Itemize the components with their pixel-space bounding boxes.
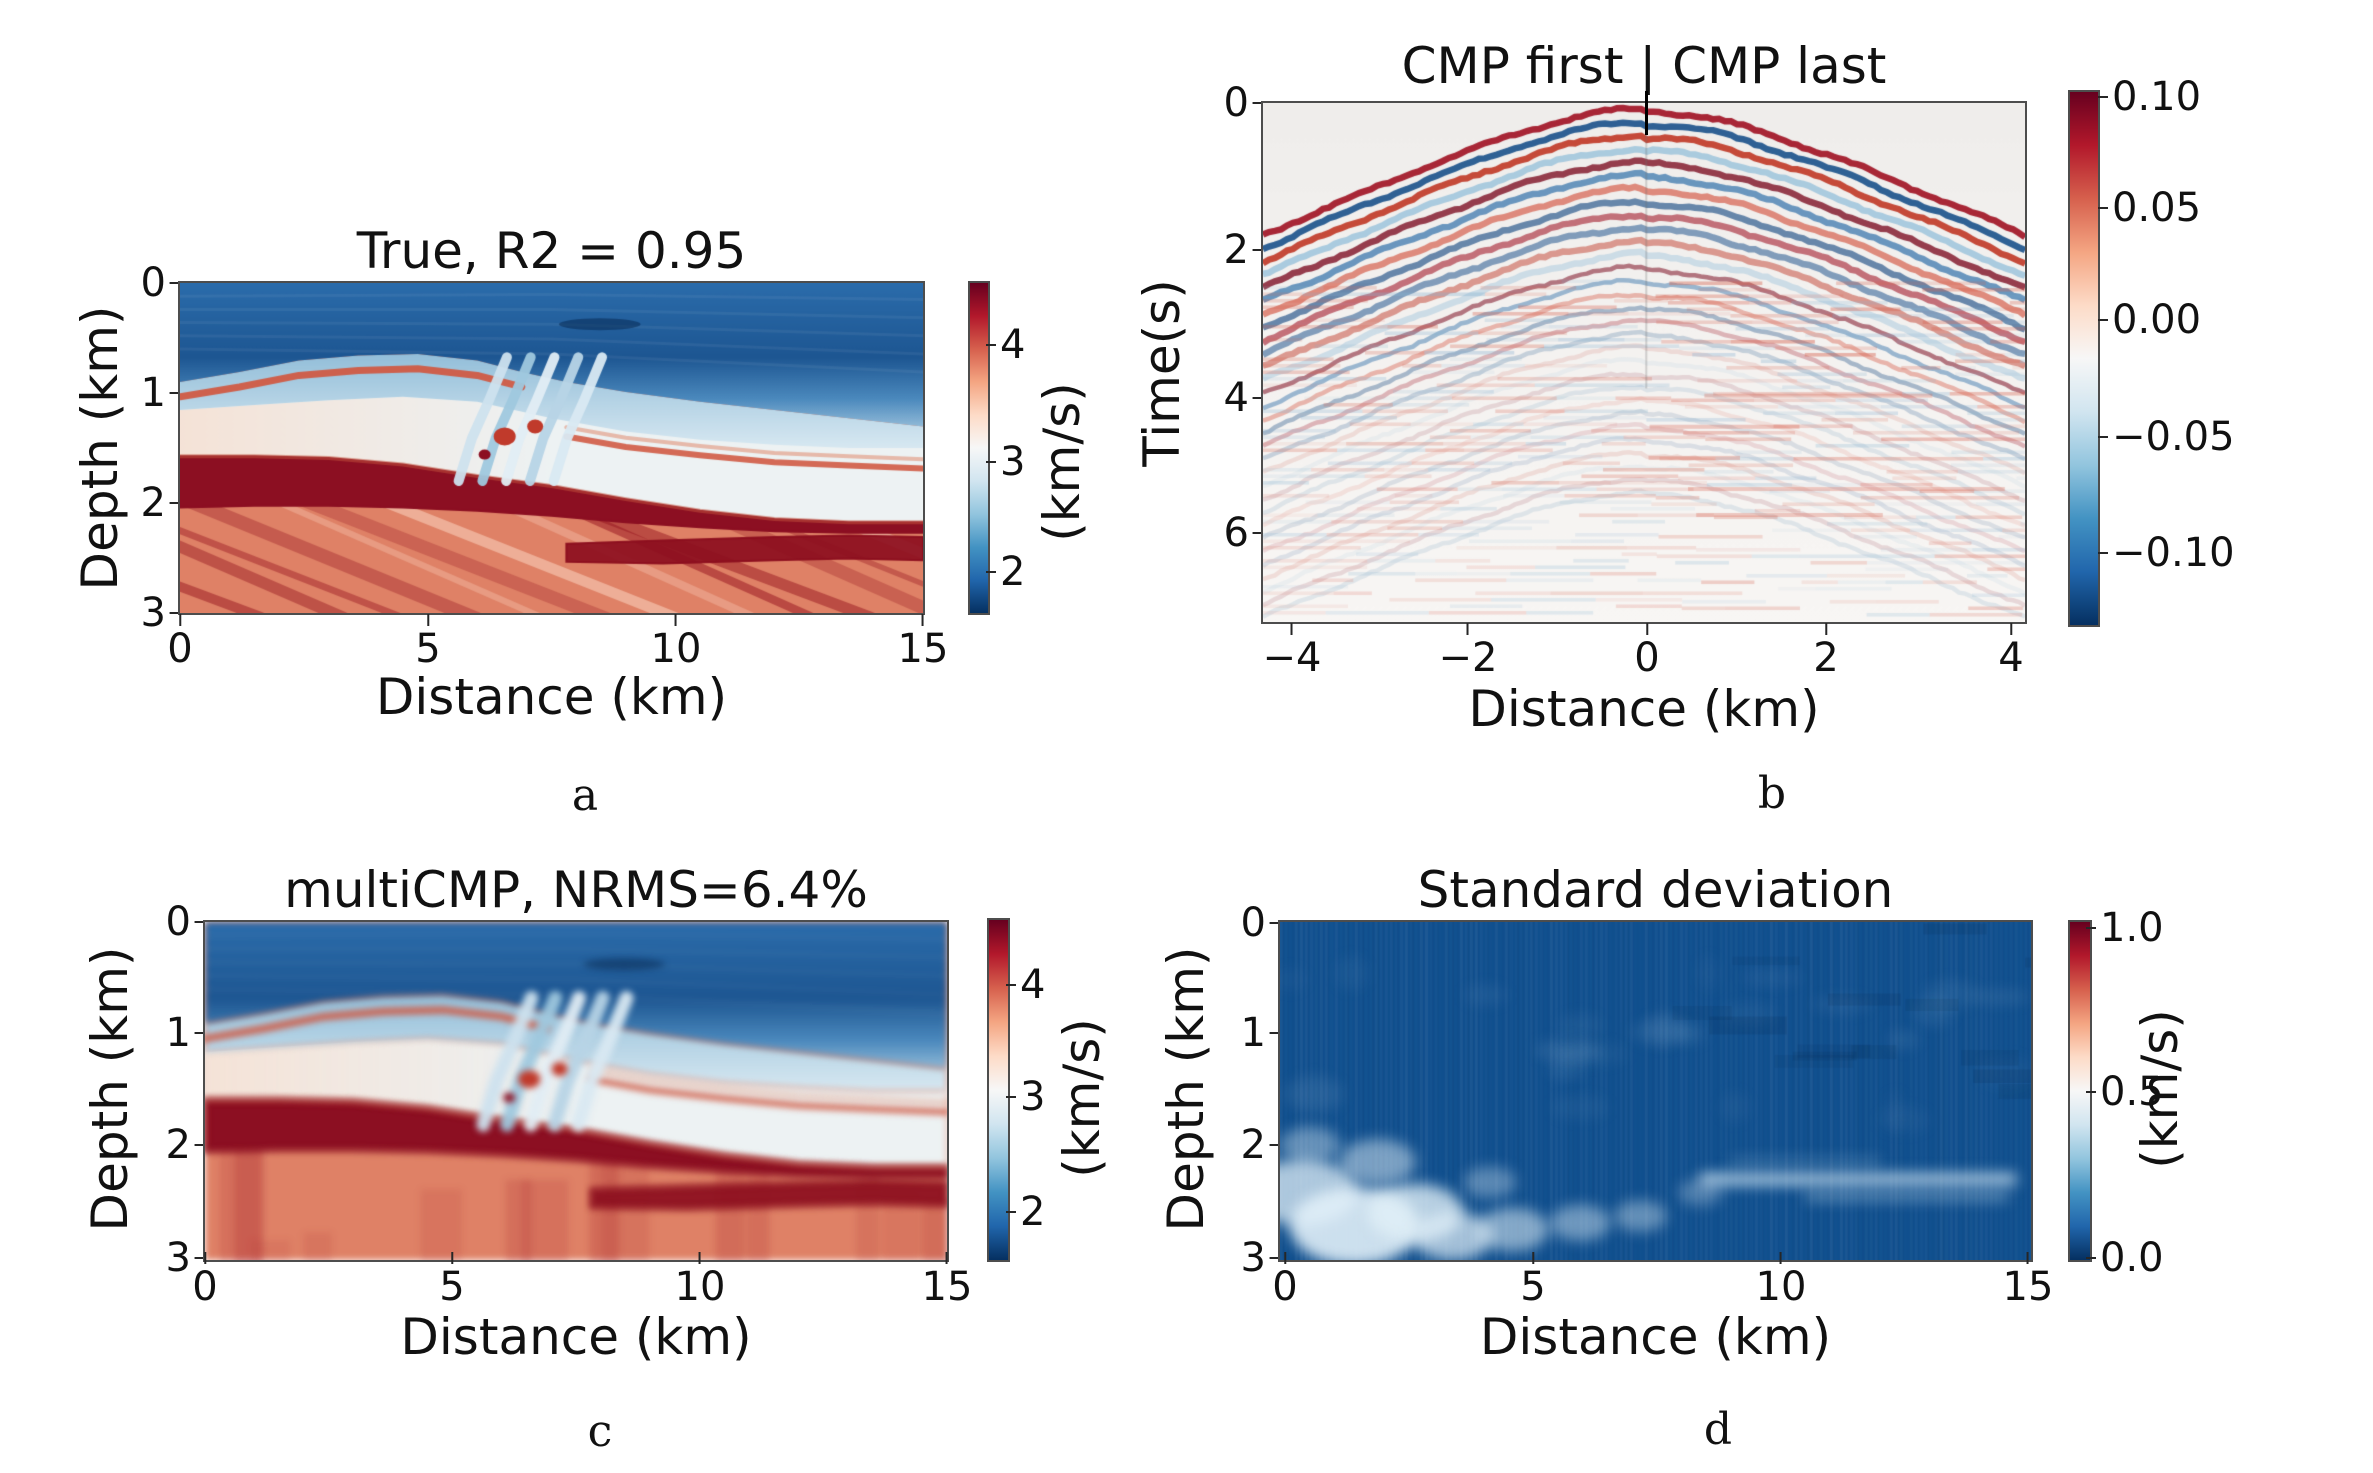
caption-c: c <box>587 1406 613 1457</box>
panel-b-y-axis-label: Time(s) <box>1133 279 1191 467</box>
panel-d-xtick-1: 5 <box>1520 1252 1546 1310</box>
panel-a-ytick-2: 2 <box>140 480 182 526</box>
panel-b-ytick-0: 0 <box>1223 80 1265 126</box>
panel-c-ytick-0: 0 <box>165 899 207 945</box>
panel-b-colorbar-tick-2: 0.00 <box>2097 297 2202 343</box>
caption-b: b <box>1757 768 1787 819</box>
panel-b-xtick-3: 2 <box>1813 623 1839 681</box>
panel-a-colorbar-label: (km/s) <box>1033 382 1091 542</box>
cmp-divider-line <box>1645 91 1648 135</box>
panel-a-title: True, R2 = 0.95 <box>356 222 747 280</box>
panel-d-title: Standard deviation <box>1417 861 1894 919</box>
panel-d-colorbar-tick-1: 0.5 <box>2086 1069 2164 1115</box>
panel-a-plot <box>178 281 925 615</box>
panel-d-heatmap-canvas <box>1280 922 2031 1260</box>
panel-c-colorbar-tick-0: 4 <box>1005 962 1046 1008</box>
panel-d-xtick-0: 0 <box>1272 1252 1298 1310</box>
panel-b-xtick-0: −4 <box>1262 623 1322 681</box>
panel-a-x-axis-label: Distance (km) <box>375 668 728 726</box>
panel-a-ytick-3: 3 <box>140 590 182 636</box>
panel-d-xtick-2: 10 <box>1755 1252 1807 1310</box>
panel-c-ytick-1: 1 <box>165 1010 207 1056</box>
panel-b-ytick-2: 4 <box>1223 375 1265 421</box>
panel-d-ytick-2: 2 <box>1240 1122 1282 1168</box>
caption-d: d <box>1703 1404 1733 1455</box>
panel-b-title: CMP first | CMP last <box>1401 37 1887 95</box>
panel-a-y-axis-label: Depth (km) <box>71 305 129 591</box>
panel-c-colorbar-label: (km/s) <box>1053 1018 1111 1178</box>
panel-b-plot <box>1261 101 2027 624</box>
panel-b-xtick-4: 4 <box>1998 623 2024 681</box>
panel-c-xtick-0: 0 <box>192 1252 218 1310</box>
panel-c-colorbar <box>987 918 1010 1262</box>
panel-c-plot <box>203 920 949 1262</box>
panel-d-colorbar-label: (km/s) <box>2131 1009 2189 1169</box>
panel-d-colorbar-tick-2: 0.0 <box>2086 1235 2164 1281</box>
panel-c-ytick-3: 3 <box>165 1235 207 1281</box>
panel-b-x-axis-label: Distance (km) <box>1468 680 1820 738</box>
panel-b-colorbar <box>2068 90 2100 627</box>
panel-b-colorbar-tick-1: 0.05 <box>2097 185 2202 231</box>
panel-d-y-axis-label: Depth (km) <box>1157 946 1215 1232</box>
panel-c-x-axis-label: Distance (km) <box>400 1308 752 1366</box>
panel-a-ytick-0: 0 <box>140 260 182 306</box>
panel-a-xtick-2: 10 <box>650 614 702 672</box>
panel-b-colorbar-tick-4: −0.10 <box>2098 530 2235 576</box>
panel-a-ytick-1: 1 <box>140 370 182 416</box>
panel-a-colorbar-tick-2: 2 <box>985 549 1026 595</box>
panel-b-colorbar-tick-3: −0.05 <box>2098 414 2235 460</box>
panel-d-x-axis-label: Distance (km) <box>1479 1308 1832 1366</box>
caption-a: a <box>571 770 599 821</box>
panel-b-gather-canvas <box>1263 103 2025 622</box>
panel-b-ytick-3: 6 <box>1223 510 1265 556</box>
panel-d-ytick-3: 3 <box>1240 1235 1282 1281</box>
panel-b-xtick-1: −2 <box>1438 623 1498 681</box>
panel-d-ytick-0: 0 <box>1240 900 1282 946</box>
panel-c-ytick-2: 2 <box>165 1122 207 1168</box>
panel-a-heatmap-canvas <box>180 283 923 613</box>
panel-c-y-axis-label: Depth (km) <box>81 946 139 1232</box>
panel-c-colorbar-tick-1: 3 <box>1005 1074 1046 1120</box>
panel-c-xtick-3: 15 <box>921 1252 973 1310</box>
panel-d-plot <box>1278 920 2033 1262</box>
panel-b-xtick-2: 0 <box>1634 623 1660 681</box>
panel-a-xtick-3: 15 <box>897 614 949 672</box>
panel-a-colorbar-tick-1: 3 <box>985 439 1026 485</box>
panel-d-colorbar-tick-0: 1.0 <box>2086 905 2164 951</box>
panel-d-xtick-3: 15 <box>2002 1252 2054 1310</box>
panel-c-xtick-1: 5 <box>439 1252 465 1310</box>
panel-a-xtick-0: 0 <box>167 614 193 672</box>
panel-a-colorbar <box>968 281 990 615</box>
panel-c-title: multiCMP, NRMS=6.4% <box>284 861 868 919</box>
panel-b-ytick-1: 2 <box>1223 227 1265 273</box>
panel-c-colorbar-tick-2: 2 <box>1005 1189 1046 1235</box>
panel-c-xtick-2: 10 <box>674 1252 726 1310</box>
panel-c-heatmap-canvas <box>205 922 947 1260</box>
panel-a-colorbar-tick-0: 4 <box>985 322 1026 368</box>
panel-a-xtick-1: 5 <box>415 614 441 672</box>
panel-b-colorbar-tick-0: 0.10 <box>2097 74 2202 120</box>
panel-d-ytick-1: 1 <box>1240 1010 1282 1056</box>
